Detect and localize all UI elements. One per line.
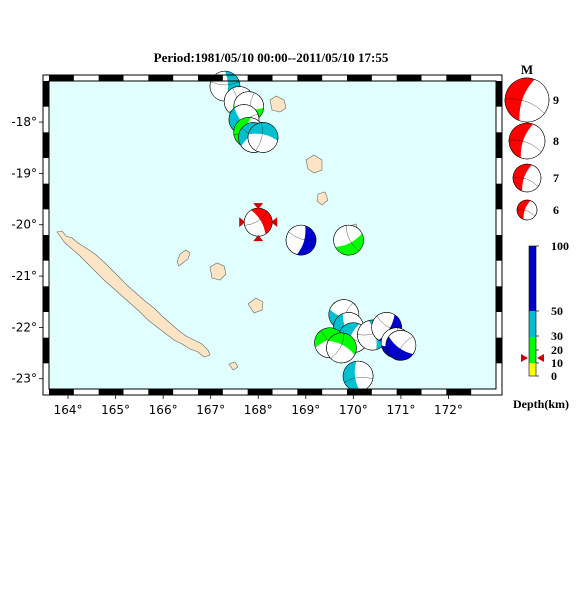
lon-tick-label: 169° xyxy=(291,403,320,417)
frame-segment xyxy=(43,286,49,312)
frame-segment xyxy=(496,235,502,261)
loyalty-island-mare xyxy=(247,297,264,314)
magnitude-legend-beachball xyxy=(508,122,546,160)
map-title: Period:1981/05/10 00:00--2011/05/10 17:5… xyxy=(154,50,389,65)
magnitude-legend-label: 6 xyxy=(553,203,559,217)
depth-colorbar-band xyxy=(529,363,536,376)
depth-colorbar-band xyxy=(529,337,536,363)
frame-segment xyxy=(496,183,502,210)
depth-tick-label: 0 xyxy=(551,369,557,383)
highlighted-event-beachball xyxy=(243,207,273,237)
depth-tick-label: 20 xyxy=(551,343,563,357)
depth-colorbar-band xyxy=(529,246,536,311)
marker-left-arrow xyxy=(239,217,246,228)
loyalty-island-lifou xyxy=(209,262,227,281)
frame-segment xyxy=(396,75,422,81)
magnitude-legend-label: 7 xyxy=(553,171,559,185)
magnitude-legend-label: 9 xyxy=(553,93,559,107)
lat-tick-label: -22° xyxy=(11,320,37,334)
frame-segment xyxy=(98,389,124,395)
depth-tick-label: 30 xyxy=(551,329,563,343)
magnitude-legend-heading: M xyxy=(521,62,533,77)
magnitude-legend: M 9 8 7 6 xyxy=(504,62,559,221)
magnitude-legend-beachball xyxy=(512,163,542,193)
event-beachball xyxy=(247,122,279,153)
lat-tick-label: -20° xyxy=(11,218,37,232)
frame-segment xyxy=(297,75,323,81)
lat-tick-label: -18° xyxy=(11,115,37,129)
lon-tick-label: 164° xyxy=(54,403,83,417)
loyalty-island-ouvea xyxy=(176,249,191,267)
new-caledonia-landmass xyxy=(56,230,211,358)
event-beachball xyxy=(342,360,374,392)
lon-tick-label: 167° xyxy=(196,403,225,417)
frame-segment xyxy=(43,183,49,210)
magnitude-legend-beachball xyxy=(504,77,550,123)
marker-bottom-arrow xyxy=(253,235,264,242)
depth-tick-label: 50 xyxy=(551,304,563,318)
depth-colorbar xyxy=(528,245,537,377)
vanuatu-tanna xyxy=(316,191,329,206)
frame-segment xyxy=(347,75,372,81)
lat-tick-label: -21° xyxy=(11,269,37,283)
frame-segment xyxy=(247,75,273,81)
frame-segment xyxy=(297,389,323,395)
depth-legend-label: Depth(km) xyxy=(513,397,569,411)
depth-marker-right-arrow xyxy=(537,354,544,362)
frame-segment xyxy=(496,132,502,158)
frame-segment xyxy=(43,337,49,364)
depth-colorbar-band xyxy=(529,311,536,337)
event-beachball xyxy=(385,330,417,361)
frame-segment xyxy=(148,389,174,395)
magnitude-legend-label: 8 xyxy=(553,134,559,148)
frame-segment xyxy=(43,132,49,158)
marker-top-arrow xyxy=(253,203,264,210)
frame-segment xyxy=(148,75,174,81)
frame-segment xyxy=(49,75,74,81)
frame-segment xyxy=(98,75,124,81)
longitude-labels: 164° 165° 166° 167° 168° 169° 170° 171° 172° xyxy=(54,395,463,417)
event-beachball xyxy=(333,224,364,256)
depth-tick-label: 100 xyxy=(551,239,569,253)
vanuatu-erromango xyxy=(305,154,323,174)
lon-tick-label: 171° xyxy=(386,403,415,417)
highlight-markers xyxy=(239,203,278,242)
frame-segment xyxy=(49,389,74,395)
lon-tick-label: 165° xyxy=(101,403,130,417)
frame-segment xyxy=(198,389,223,395)
depth-tick-label: 10 xyxy=(551,356,563,370)
frame-segment xyxy=(43,81,49,107)
event-beachball xyxy=(326,332,357,364)
frame-segment xyxy=(247,389,273,395)
focal-mechanism-layer xyxy=(209,70,417,392)
vanuatu-efate xyxy=(269,95,287,113)
frame-segment xyxy=(496,337,502,364)
isle-of-pines xyxy=(228,361,239,371)
frame-segment xyxy=(198,75,223,81)
frame-segment xyxy=(446,389,472,395)
frame-segment xyxy=(396,389,422,395)
map-frame xyxy=(42,74,503,396)
land-layer xyxy=(56,95,359,371)
latitude-labels: -18° -19° -20° -21° -22° -23° xyxy=(11,115,43,386)
event-beachball xyxy=(285,224,317,256)
frame-segment xyxy=(496,81,502,107)
lon-tick-label: 168° xyxy=(244,403,273,417)
marker-right-arrow xyxy=(271,217,278,228)
frame-segment xyxy=(496,286,502,312)
lat-tick-label: -19° xyxy=(11,166,37,180)
frame-segment xyxy=(347,389,372,395)
lon-tick-label: 166° xyxy=(149,403,178,417)
lon-tick-label: 170° xyxy=(339,403,368,417)
lat-tick-label: -23° xyxy=(11,372,37,386)
depth-marker-left-arrow xyxy=(521,354,528,362)
magnitude-legend-beachball xyxy=(516,199,538,221)
frame-segment xyxy=(43,235,49,261)
frame-segment xyxy=(446,75,472,81)
lon-tick-label: 172° xyxy=(434,403,463,417)
